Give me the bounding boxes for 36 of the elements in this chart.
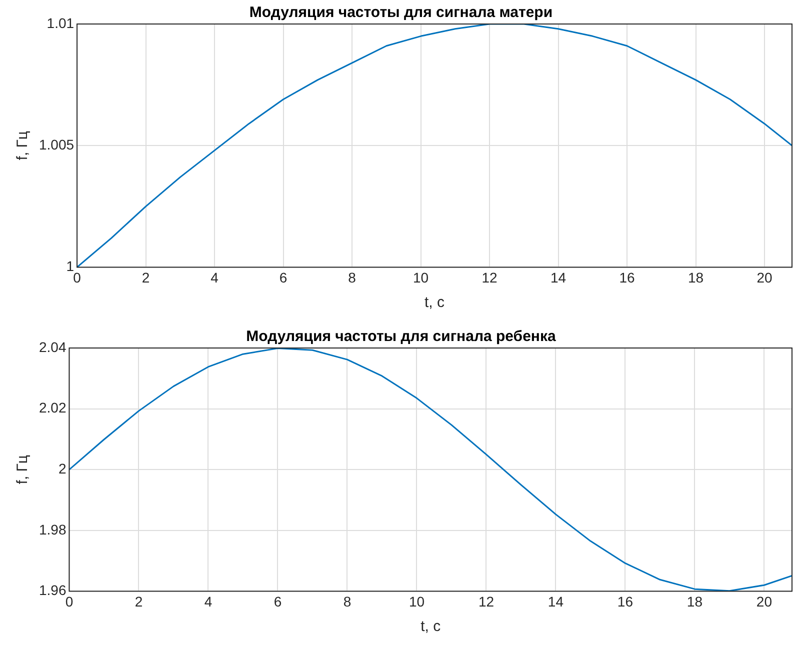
x-tick-label: 14 (550, 269, 566, 286)
y-tick-label: 1.01 (46, 14, 74, 31)
x-tick-label: 10 (412, 269, 429, 286)
x-tick-label: 12 (478, 593, 494, 610)
x-tick-label: 4 (210, 269, 219, 286)
x-tick-label: 14 (548, 593, 564, 610)
y-tick-label: 1.96 (39, 582, 66, 598)
chart-title: Модуляция частоты для сигнала ребенка (246, 328, 556, 346)
chart-title: Модуляция частоты для сигнала матери (249, 4, 553, 22)
x-tick-label: 8 (343, 593, 352, 610)
y-tick-label: 2.04 (39, 338, 66, 355)
x-axis-title: t, с (424, 294, 446, 312)
y-tick-label: 1.005 (38, 136, 74, 152)
y-tick-label: 1.98 (39, 521, 66, 538)
x-tick-label: 6 (279, 269, 288, 286)
x-tick-label: 20 (756, 269, 772, 286)
y-tick-label: 2 (58, 460, 66, 476)
x-tick-label: 0 (73, 269, 82, 286)
x-tick-label: 18 (688, 269, 704, 286)
x-tick-label: 18 (686, 593, 703, 610)
x-tick-label: 16 (619, 269, 636, 286)
x-tick-label: 8 (348, 269, 356, 286)
y-axis-title: f, Гц (14, 130, 32, 160)
y-tick-label: 1 (66, 258, 74, 274)
y-axis-title: f, Гц (14, 454, 32, 484)
x-tick-label: 4 (204, 593, 212, 610)
x-tick-label: 16 (617, 593, 634, 610)
x-tick-label: 10 (408, 593, 425, 610)
x-tick-label: 6 (274, 593, 282, 610)
y-tick-label: 2.02 (39, 400, 66, 416)
x-tick-label: 0 (65, 593, 74, 610)
x-tick-label: 2 (134, 593, 143, 610)
x-tick-label: 20 (756, 593, 772, 610)
x-axis-title: t, с (420, 618, 442, 636)
x-tick-label: 2 (142, 269, 150, 286)
x-tick-label: 12 (482, 269, 498, 286)
